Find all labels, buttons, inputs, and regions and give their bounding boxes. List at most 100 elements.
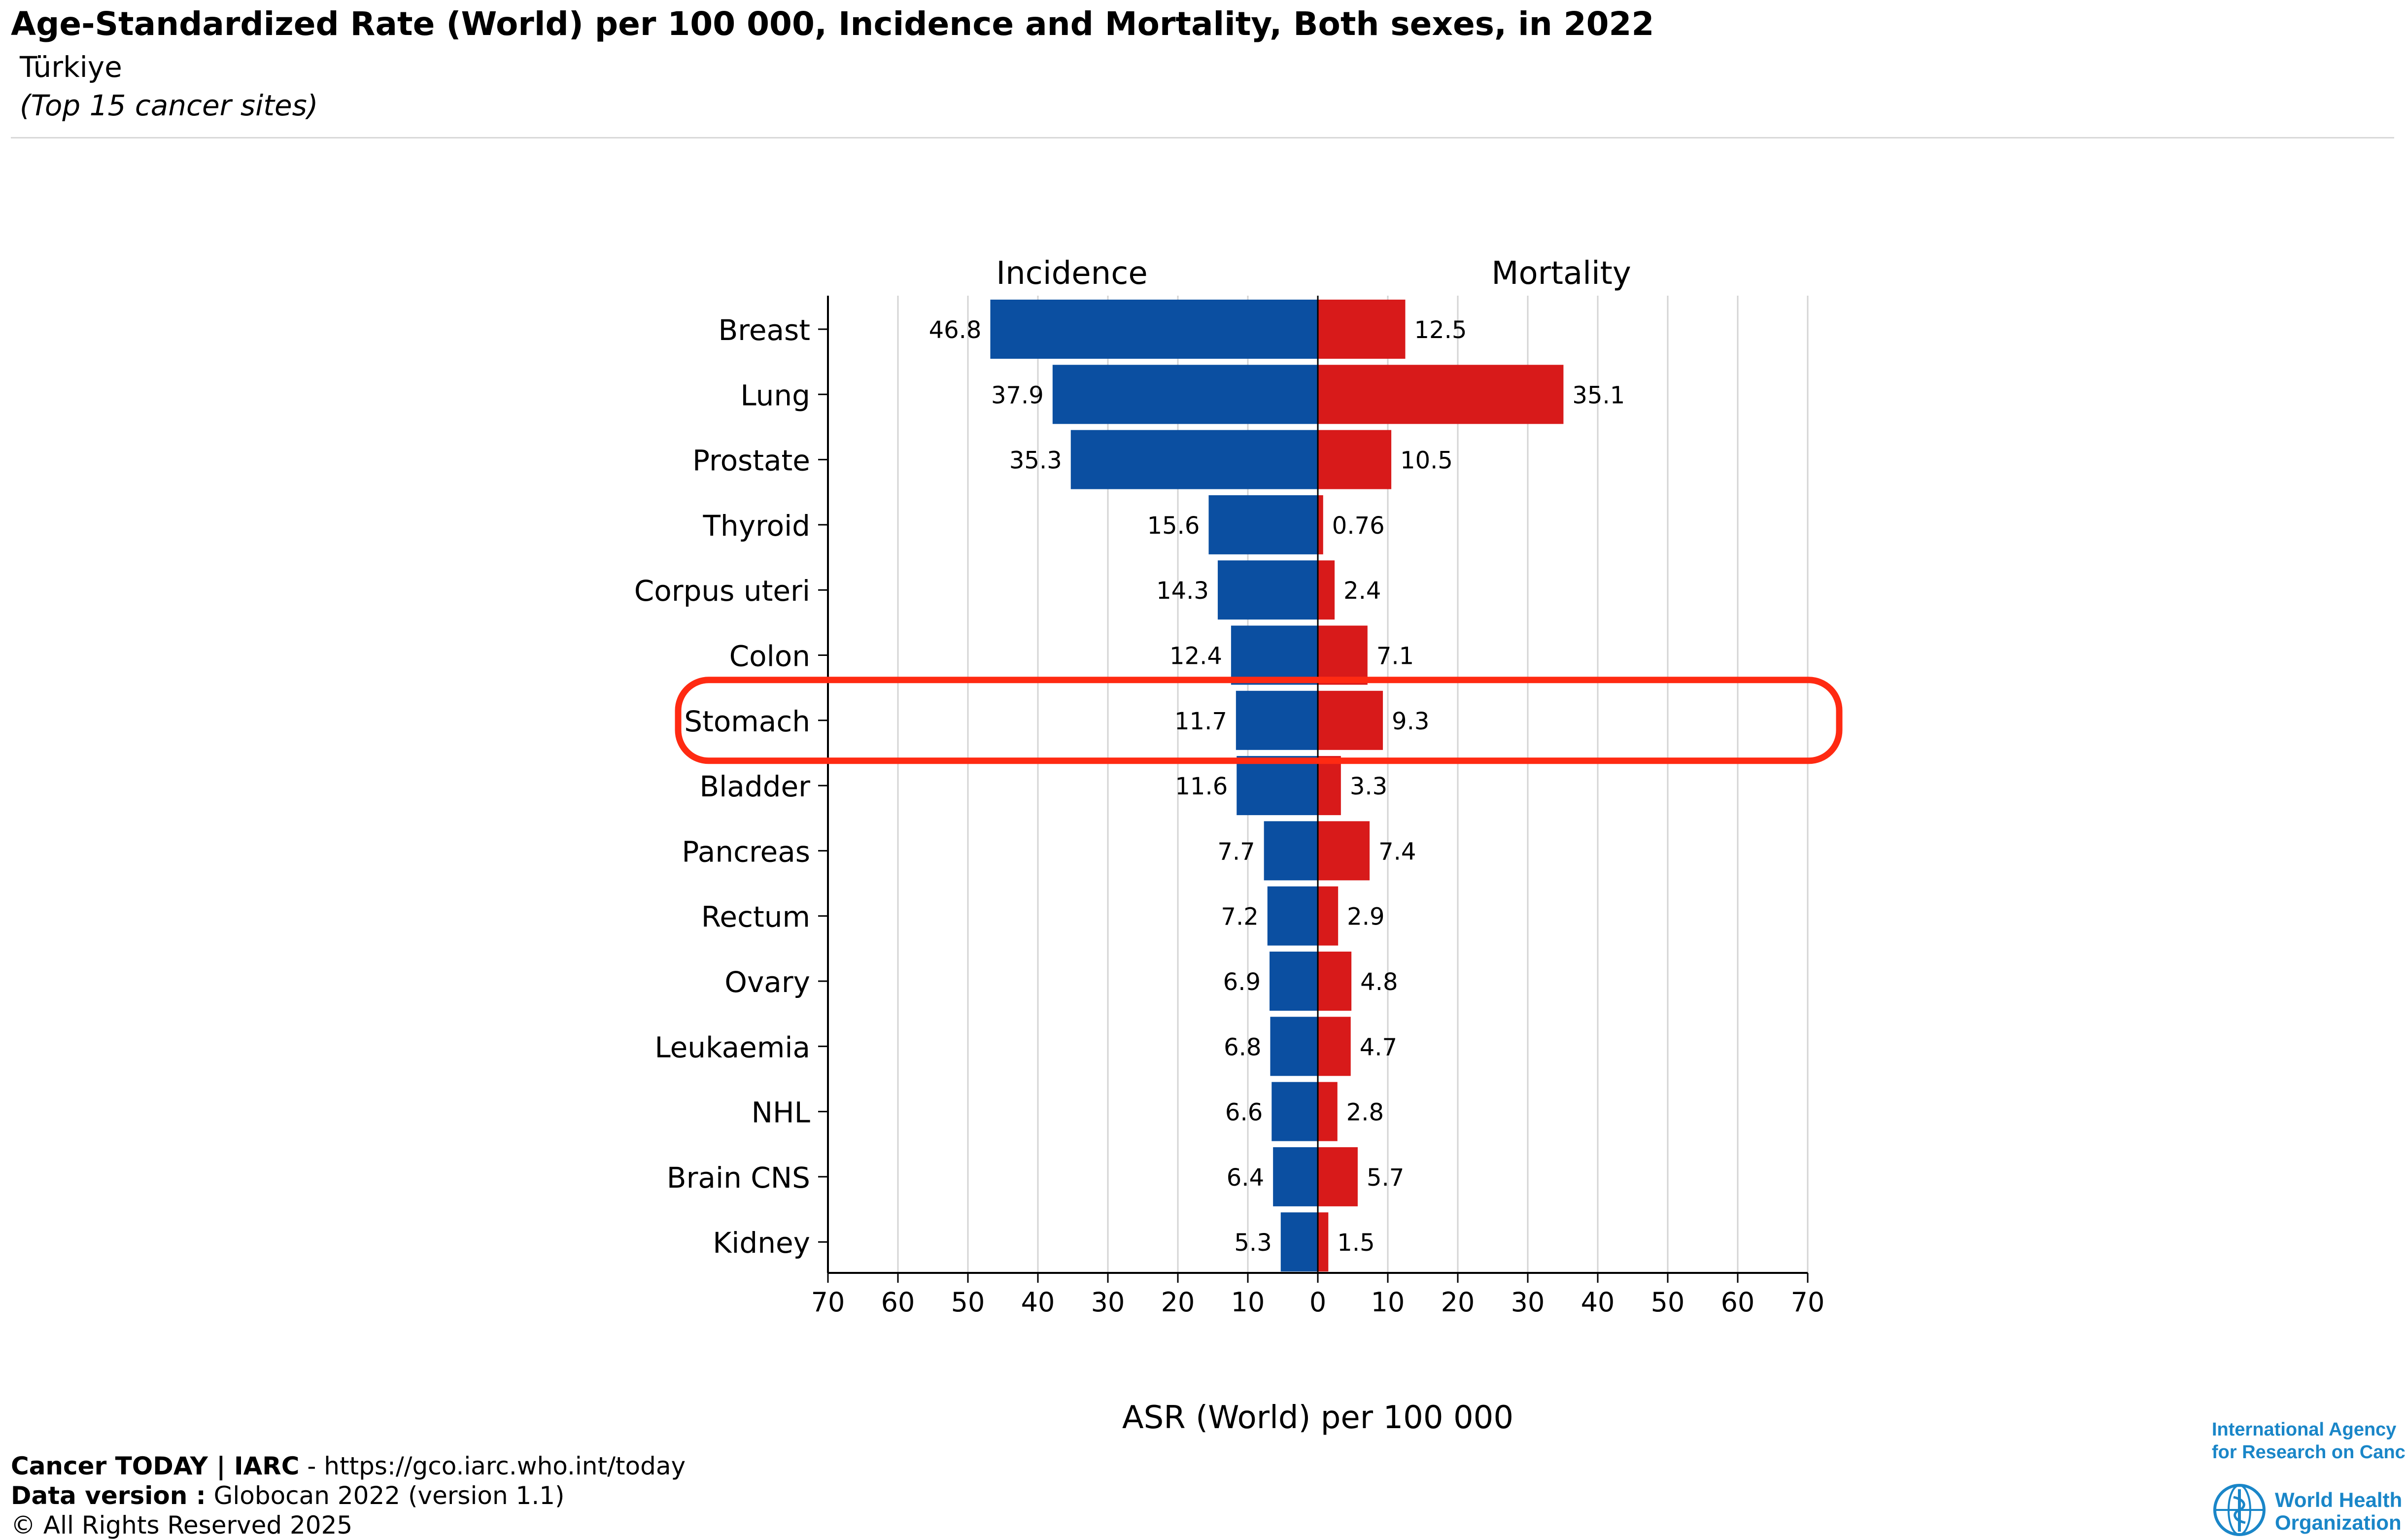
incidence-bar bbox=[1237, 756, 1318, 816]
mortality-bar bbox=[1318, 821, 1370, 881]
category-label: Bladder bbox=[699, 770, 810, 803]
mortality-bar bbox=[1318, 365, 1564, 424]
mortality-value-label: 7.4 bbox=[1378, 838, 1416, 865]
incidence-value-label: 6.6 bbox=[1225, 1099, 1263, 1127]
category-label: Lung bbox=[740, 378, 810, 412]
incidence-bar bbox=[1267, 886, 1318, 946]
mortality-value-label: 1.5 bbox=[1337, 1229, 1374, 1257]
chart-note: (Top 15 cancer sites) bbox=[20, 89, 318, 122]
category-label: Corpus uteri bbox=[634, 574, 810, 608]
iarc-logo-line-2: for Research on Cancer bbox=[2212, 1442, 2405, 1463]
mortality-value-label: 10.5 bbox=[1400, 447, 1453, 475]
mortality-bar bbox=[1318, 1212, 1329, 1272]
incidence-bar bbox=[1231, 625, 1318, 685]
mortality-bar bbox=[1318, 560, 1335, 620]
category-label: Brain CNS bbox=[667, 1161, 810, 1195]
mortality-value-label: 7.1 bbox=[1376, 643, 1414, 670]
incidence-header: Incidence bbox=[996, 255, 1148, 292]
incidence-bar bbox=[1280, 1212, 1318, 1272]
incidence-value-label: 46.8 bbox=[929, 316, 982, 344]
incidence-bar bbox=[1271, 1082, 1318, 1141]
incidence-bar bbox=[1208, 495, 1318, 554]
highlight-annotation bbox=[675, 677, 1843, 764]
incidence-bar bbox=[1264, 821, 1318, 881]
x-tick-label: 30 bbox=[1091, 1287, 1125, 1318]
incidence-value-label: 11.6 bbox=[1175, 773, 1228, 800]
mortality-value-label: 3.3 bbox=[1350, 773, 1387, 800]
incidence-value-label: 7.7 bbox=[1217, 838, 1255, 865]
incidence-value-label: 6.9 bbox=[1223, 968, 1261, 996]
category-label: Pancreas bbox=[682, 835, 810, 868]
incidence-value-label: 6.8 bbox=[1224, 1033, 1261, 1061]
mortality-value-label: 4.7 bbox=[1360, 1033, 1397, 1061]
incidence-value-label: 35.3 bbox=[1009, 447, 1062, 475]
footer-line-2: Data version : Globocan 2022 (version 1.… bbox=[11, 1481, 686, 1510]
incidence-value-label: 11.7 bbox=[1174, 708, 1227, 735]
incidence-bar bbox=[1270, 952, 1318, 1011]
incidence-value-label: 37.9 bbox=[991, 381, 1044, 409]
x-tick-label: 30 bbox=[1511, 1287, 1545, 1318]
mortality-bar bbox=[1318, 756, 1341, 816]
x-tick-label: 70 bbox=[811, 1287, 845, 1318]
incidence-bar bbox=[1273, 1147, 1318, 1206]
footer-version-label: Data version : bbox=[11, 1481, 206, 1510]
x-tick-label: 60 bbox=[881, 1287, 915, 1318]
category-label: Rectum bbox=[701, 900, 810, 934]
who-logo-line-1: World Health bbox=[2275, 1488, 2403, 1511]
mortality-value-label: 5.7 bbox=[1367, 1164, 1404, 1192]
x-tick-label: 40 bbox=[1581, 1287, 1615, 1318]
mortality-bar bbox=[1318, 886, 1339, 946]
x-tick-label: 40 bbox=[1021, 1287, 1055, 1318]
incidence-bar bbox=[1052, 365, 1318, 424]
category-label: Leukaemia bbox=[654, 1030, 810, 1064]
who-emblem-icon bbox=[2213, 1484, 2266, 1536]
category-label: Breast bbox=[718, 313, 810, 347]
iarc-logo-line-1: International Agency bbox=[2212, 1419, 2397, 1440]
mortality-bar bbox=[1318, 690, 1383, 750]
category-label: NHL bbox=[752, 1096, 810, 1129]
incidence-bar bbox=[990, 300, 1318, 359]
category-label: Kidney bbox=[713, 1226, 810, 1260]
mortality-bar bbox=[1318, 300, 1406, 359]
incidence-value-label: 5.3 bbox=[1234, 1229, 1271, 1257]
footer: Cancer TODAY | IARC - https://gco.iarc.w… bbox=[11, 1451, 686, 1540]
category-label: Ovary bbox=[724, 965, 810, 999]
x-tick-label: 20 bbox=[1441, 1287, 1475, 1318]
x-tick-label: 0 bbox=[1309, 1287, 1326, 1318]
mortality-bar bbox=[1318, 495, 1323, 554]
mortality-value-label: 2.8 bbox=[1346, 1099, 1384, 1127]
incidence-value-label: 14.3 bbox=[1156, 577, 1209, 605]
mortality-bar bbox=[1318, 1082, 1338, 1141]
chart-title: Age-Standardized Rate (World) per 100 00… bbox=[11, 5, 1654, 43]
mortality-value-label: 12.5 bbox=[1414, 316, 1467, 344]
mortality-bar bbox=[1318, 430, 1392, 489]
mortality-value-label: 2.9 bbox=[1347, 903, 1384, 931]
mortality-header: Mortality bbox=[1491, 255, 1631, 292]
mortality-value-label: 4.8 bbox=[1360, 968, 1398, 996]
incidence-bar bbox=[1236, 690, 1318, 750]
x-tick-label: 10 bbox=[1371, 1287, 1405, 1318]
mortality-value-label: 35.1 bbox=[1572, 381, 1625, 409]
mortality-value-label: 0.76 bbox=[1332, 512, 1385, 540]
category-label: Thyroid bbox=[703, 509, 811, 543]
category-label: Prostate bbox=[692, 444, 810, 478]
x-tick-label: 50 bbox=[951, 1287, 985, 1318]
mortality-bar bbox=[1318, 625, 1368, 685]
incidence-value-label: 7.2 bbox=[1221, 903, 1258, 931]
footer-line-1: Cancer TODAY | IARC - https://gco.iarc.w… bbox=[11, 1451, 686, 1481]
x-tick-label: 20 bbox=[1161, 1287, 1195, 1318]
iarc-who-logo: International Agency for Research on Can… bbox=[2212, 1419, 2405, 1538]
footer-version-value: Globocan 2022 (version 1.1) bbox=[206, 1481, 565, 1510]
chart-subtitle: Türkiye bbox=[20, 50, 122, 84]
x-tick-label: 60 bbox=[1721, 1287, 1755, 1318]
incidence-bar bbox=[1270, 1017, 1318, 1076]
mortality-bar bbox=[1318, 1017, 1351, 1076]
mortality-value-label: 2.4 bbox=[1343, 577, 1381, 605]
mortality-bar bbox=[1318, 1147, 1358, 1206]
footer-copyright: © All Rights Reserved 2025 bbox=[11, 1511, 353, 1540]
mortality-bar bbox=[1318, 952, 1352, 1011]
incidence-value-label: 12.4 bbox=[1169, 643, 1222, 670]
incidence-value-label: 6.4 bbox=[1227, 1164, 1264, 1192]
incidence-bar bbox=[1070, 430, 1318, 489]
